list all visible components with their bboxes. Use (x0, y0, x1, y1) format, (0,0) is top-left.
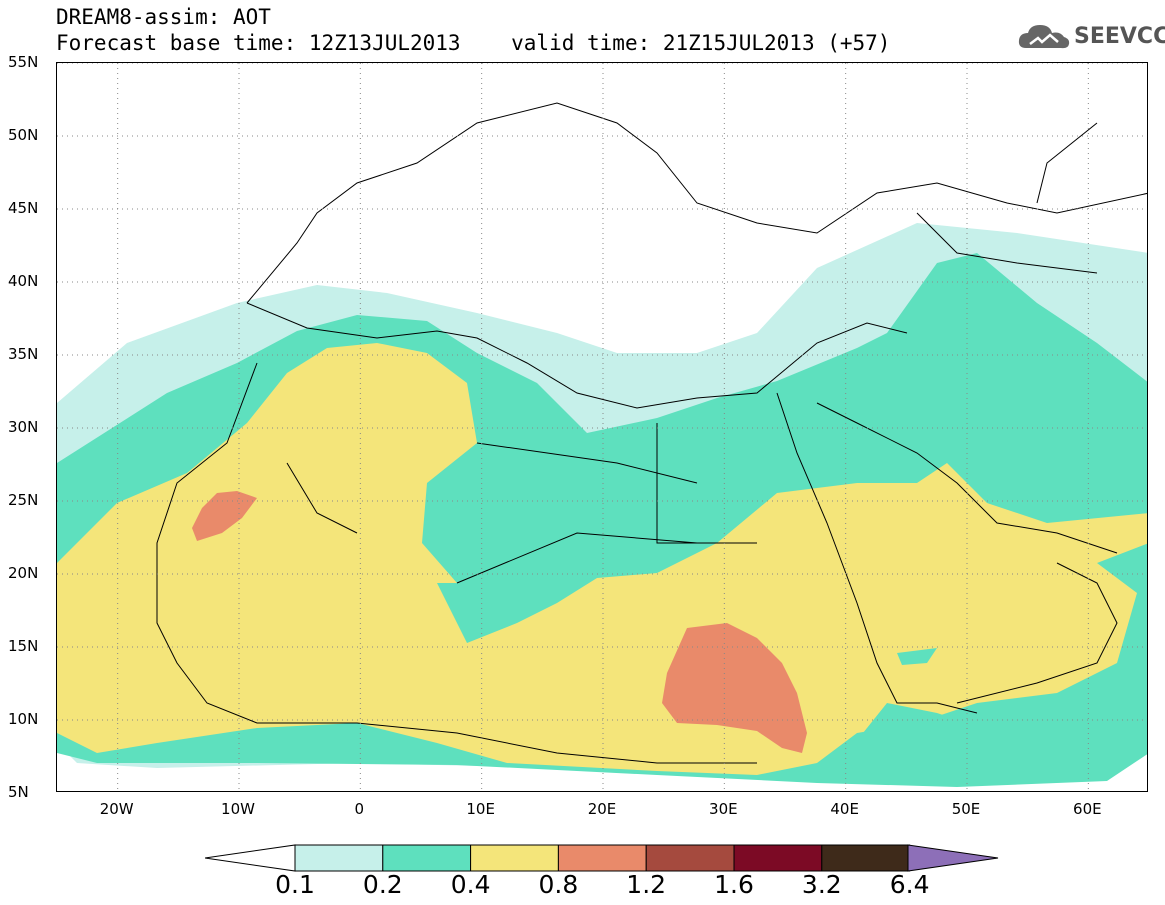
aot-teal-patch-arabia (897, 648, 937, 665)
aot-contour-0.4-0.8 (57, 343, 1147, 775)
longitude-label: 20E (587, 800, 617, 818)
colorbar-threshold-label: 1.6 (714, 870, 754, 899)
colorbar-cell (557, 844, 647, 872)
colorbar-cell (382, 844, 472, 872)
latitude-label: 45N (8, 199, 39, 217)
colorbar-threshold-label: 0.4 (450, 870, 491, 899)
aot-contour-0.8-1.2-sudan (662, 623, 807, 753)
latitude-label: 55N (8, 53, 39, 71)
colorbar-min-arrow (205, 844, 296, 872)
colorbar-cell (733, 844, 823, 872)
latitude-label: 15N (8, 637, 39, 655)
longitude-label: 20W (99, 800, 134, 818)
colorbar-max-arrow (907, 844, 999, 872)
longitude-label: 50E (951, 800, 981, 818)
aot-contour-0.8-1.2-sahara (192, 491, 257, 541)
colorbar (205, 844, 999, 872)
colorbar-threshold-label: 0.1 (275, 870, 315, 899)
longitude-label: 30E (709, 800, 738, 818)
map-panel (56, 62, 1148, 792)
colorbar-threshold-label: 0.2 (362, 870, 403, 899)
colorbar-threshold-label: 0.8 (538, 870, 579, 899)
longitude-label: 10E (466, 800, 495, 818)
latitude-label: 20N (8, 564, 39, 582)
longitude-label: 40E (830, 800, 859, 818)
seevccc-logo: SEEVCCC (1016, 20, 1165, 56)
longitude-label: 0 (354, 800, 365, 818)
forecast-time-line: Forecast base time: 12Z13JUL2013 valid t… (56, 31, 891, 55)
graticule (57, 63, 1147, 791)
colorbar-cell (645, 844, 735, 872)
coastlines (156, 102, 1147, 764)
colorbar-threshold-label: 1.2 (626, 870, 667, 899)
colorbar-threshold-label: 3.2 (801, 870, 842, 899)
latitude-label: 10N (8, 710, 39, 728)
map-title: DREAM8-assim: AOT (56, 5, 271, 29)
longitude-label: 10W (221, 800, 255, 818)
logo-text: SEEVCCC (1074, 24, 1165, 49)
latitude-label: 50N (8, 126, 39, 144)
latitude-label: 30N (8, 418, 39, 436)
cloud-icon (1018, 25, 1070, 49)
colorbar-threshold-label: 6.4 (889, 870, 930, 899)
latitude-label: 5N (8, 783, 29, 801)
colorbar-cell (294, 844, 384, 872)
colorbar-cell (470, 844, 559, 872)
longitude-label: 60E (1073, 800, 1102, 818)
latitude-label: 35N (8, 345, 39, 363)
latitude-label: 25N (8, 491, 39, 509)
colorbar-cell (821, 844, 911, 872)
aot-map (57, 63, 1147, 791)
aot-teal-patch (847, 703, 977, 783)
latitude-label: 40N (8, 272, 39, 290)
